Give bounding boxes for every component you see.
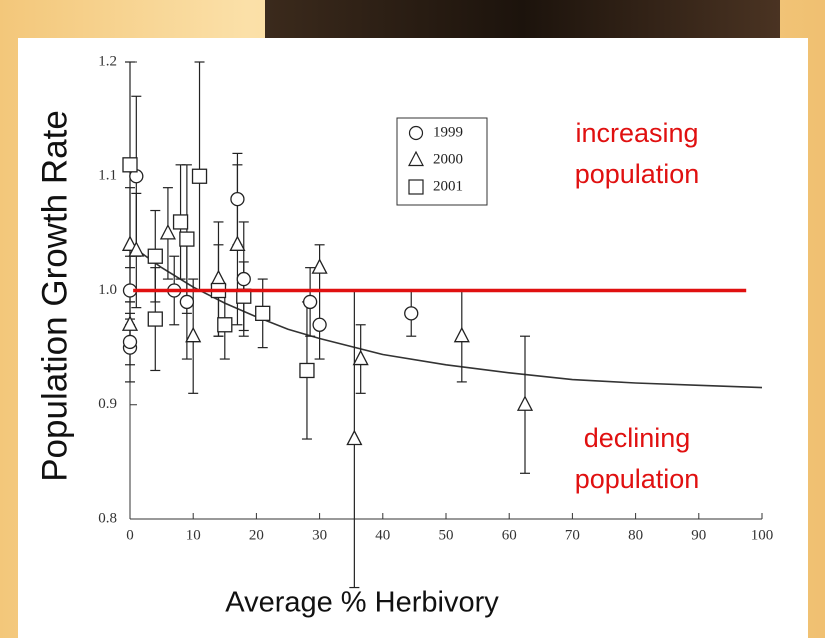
point xyxy=(159,223,176,240)
x-tick-label: 50 xyxy=(439,527,454,543)
x-tick-label: 90 xyxy=(691,527,706,543)
point xyxy=(179,231,195,247)
legend-marker xyxy=(408,150,424,167)
point xyxy=(210,269,227,286)
point xyxy=(236,271,251,287)
point xyxy=(404,306,419,321)
annotation: population xyxy=(575,464,700,494)
point xyxy=(229,235,246,251)
point xyxy=(302,294,318,310)
point xyxy=(191,168,208,184)
y-tick-label: 0.9 xyxy=(98,396,117,412)
point xyxy=(311,258,328,274)
point xyxy=(255,305,271,322)
point xyxy=(147,311,163,327)
point xyxy=(299,362,315,379)
point xyxy=(346,429,363,446)
point xyxy=(185,326,202,343)
legend-marker xyxy=(408,125,424,141)
y-tick-label: 1.2 xyxy=(98,53,117,69)
point xyxy=(179,294,195,310)
legend-label: 2001 xyxy=(433,178,463,194)
point xyxy=(352,349,369,366)
point xyxy=(230,191,245,207)
legend-label: 1999 xyxy=(433,124,463,140)
y-tick-label: 0.8 xyxy=(98,510,117,526)
point xyxy=(122,157,138,173)
point xyxy=(217,317,233,333)
point xyxy=(122,334,138,350)
legend-label: 2000 xyxy=(433,151,463,167)
top-band xyxy=(265,0,780,40)
point xyxy=(121,315,139,331)
x-tick-label: 70 xyxy=(565,527,580,543)
x-tick-label: 60 xyxy=(502,527,517,543)
x-tick-label: 80 xyxy=(628,527,643,543)
point xyxy=(172,214,189,230)
annotation: declining xyxy=(584,423,691,453)
y-tick-label: 1.1 xyxy=(98,168,117,184)
annotation: population xyxy=(575,159,700,189)
point xyxy=(147,248,163,264)
x-axis-title: Average % Herbivory xyxy=(225,587,499,619)
legend-marker xyxy=(408,179,424,195)
x-tick-label: 0 xyxy=(126,527,134,543)
x-tick-label: 100 xyxy=(751,527,774,543)
x-tick-label: 10 xyxy=(186,527,201,543)
y-tick-label: 1.0 xyxy=(98,282,117,298)
y-axis-title: Population Growth Rate xyxy=(35,110,74,482)
x-tick-label: 20 xyxy=(249,527,264,543)
point xyxy=(128,241,145,257)
x-tick-label: 40 xyxy=(375,527,390,543)
point xyxy=(453,326,470,343)
point xyxy=(516,395,534,411)
annotation: increasing xyxy=(575,118,698,148)
point xyxy=(312,317,327,332)
x-tick-label: 30 xyxy=(312,527,327,543)
